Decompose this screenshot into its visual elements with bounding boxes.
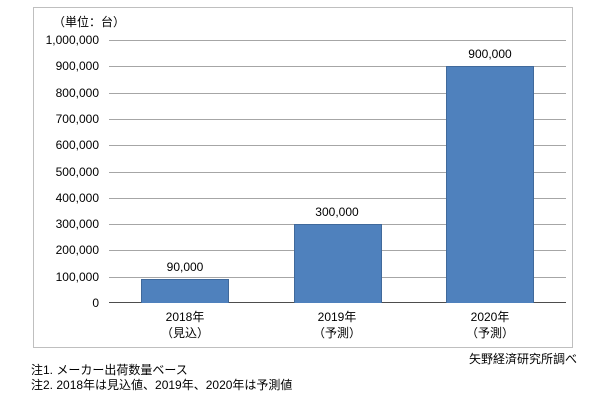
y-axis-tick-label: 0 [92,296,99,310]
chart-frame: （単位：台） 0 100,000 200,000 300,000 400,000 500,… [33,7,573,348]
gridline [109,66,566,67]
y-axis-tick-label: 100,000 [55,270,99,284]
unit-label: （単位：台） [53,15,126,29]
gridline [109,119,566,120]
gridline [109,198,566,199]
footnotes: 注1. メーカー出荷数量ベース 注2. 2018年は見込値、2019年、2020… [31,363,292,393]
y-axis-tick-label: 500,000 [55,165,99,179]
y-axis-tick-label: 800,000 [55,86,99,100]
gridline [109,93,566,94]
x-axis-category-label: 2020年 [470,310,510,324]
bar-2018年 [141,279,229,303]
x-axis-category-label: 2018年 [165,310,205,324]
x-axis-category-sublabel: （予測） [465,326,514,340]
y-axis-tick-label: 300,000 [55,217,99,231]
x-axis-category-label: 2019年 [317,310,357,324]
gridline [109,145,566,146]
bar-value-label: 900,000 [468,47,512,61]
bar-2020年 [446,66,534,303]
y-axis-tick-label: 400,000 [55,191,99,205]
y-axis-tick-label: 200,000 [55,243,99,257]
footnote-2: 注2. 2018年は見込値、2019年、2020年は予測値 [31,378,293,392]
bar-value-label: 90,000 [166,260,204,274]
gridline [109,40,566,41]
bar-2019年 [294,224,382,303]
y-axis-tick-label: 900,000 [55,59,99,73]
y-axis-tick-label: 600,000 [55,138,99,152]
y-axis-tick-label: 1,000,000 [45,33,99,47]
footnote-1: 注1. メーカー出荷数量ベース [31,363,188,377]
plot-area: 0 100,000 200,000 300,000 400,000 500,000 600,… [46,34,566,340]
x-axis-category-sublabel: （見込） [160,326,209,340]
x-axis-category-sublabel: （予測） [312,326,361,340]
source-label: 矢野経済研究所調べ [468,352,577,366]
bar-value-label: 300,000 [315,205,359,219]
y-axis-tick-label: 700,000 [55,112,99,126]
gridline [109,172,566,173]
